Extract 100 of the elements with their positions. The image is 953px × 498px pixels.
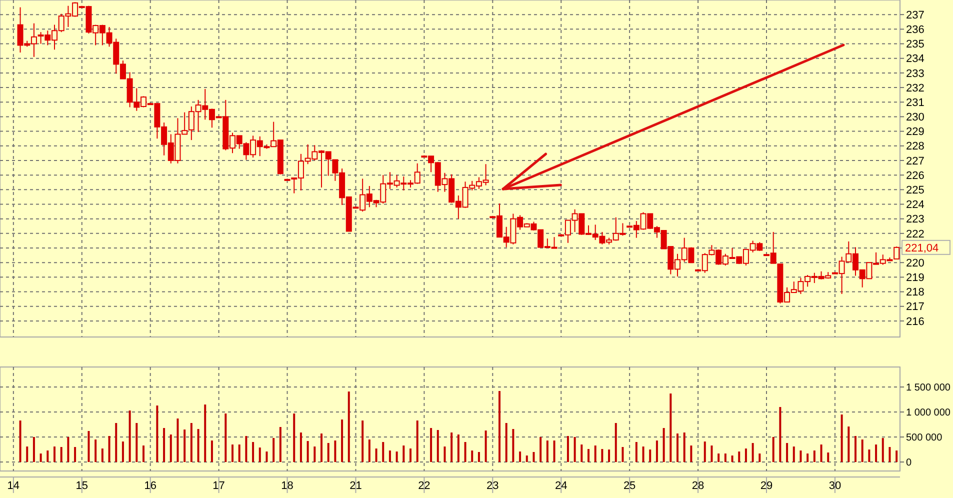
bar: [190, 423, 192, 462]
bar: [690, 446, 692, 462]
bar: [896, 450, 898, 462]
y-tick-label: 1 500 000: [906, 382, 951, 394]
bar: [224, 414, 227, 462]
bar: [115, 423, 118, 462]
bar: [622, 447, 624, 462]
bar: [540, 437, 542, 462]
x-tick-label: 14: [7, 480, 20, 492]
bar: [854, 436, 856, 462]
y-tick-label: 235: [906, 38, 924, 51]
bar: [19, 420, 22, 462]
bar: [601, 449, 604, 462]
bar: [676, 434, 678, 462]
bar: [142, 446, 144, 462]
bar: [136, 423, 138, 462]
bar: [300, 432, 302, 462]
bar: [430, 428, 432, 462]
y-tick-label: 229: [906, 126, 924, 138]
bar: [512, 429, 514, 462]
bar: [519, 452, 522, 462]
bar: [101, 448, 104, 462]
bar: [122, 442, 124, 462]
x-tick-label: 25: [623, 480, 636, 492]
bar: [464, 442, 466, 462]
bar: [348, 392, 350, 462]
y-tick-label: 227: [906, 155, 924, 168]
bar: [88, 431, 90, 462]
x-tick-label: 23: [486, 480, 499, 492]
x-tick-label: 24: [554, 480, 568, 492]
bar: [238, 444, 240, 462]
bar: [800, 450, 802, 462]
bar: [656, 440, 658, 462]
y-tick-label: 224: [906, 199, 924, 212]
bar: [683, 432, 686, 462]
x-tick-label: 16: [144, 480, 156, 492]
bar: [724, 454, 726, 462]
bar: [163, 428, 166, 462]
bar: [382, 442, 384, 462]
bar: [184, 430, 186, 462]
y-tick-label: 0: [906, 458, 912, 468]
bar: [580, 444, 583, 462]
y-tick-label: 232: [906, 82, 924, 94]
y-tick-label: 217: [906, 301, 924, 314]
bar: [744, 448, 747, 462]
bar: [752, 443, 754, 462]
bar: [588, 449, 590, 462]
bar: [635, 442, 638, 462]
x-tick-label: 22: [418, 480, 430, 492]
bar: [574, 437, 576, 462]
y-tick-label: 234: [906, 53, 924, 66]
bar: [710, 446, 713, 462]
bar: [320, 434, 322, 462]
bar: [786, 443, 788, 462]
bar: [806, 454, 809, 462]
y-tick-label: 216: [906, 316, 924, 328]
bar: [272, 438, 275, 462]
bar: [888, 447, 891, 462]
bar: [368, 440, 370, 462]
bar: [444, 446, 446, 462]
bar: [875, 444, 878, 462]
bar: [553, 440, 556, 462]
y-tick-label: 218: [906, 286, 924, 299]
text: 221,04: [905, 242, 939, 254]
bar: [176, 418, 179, 462]
y-tick-label: 226: [906, 170, 924, 182]
bar: [813, 450, 816, 462]
bar: [156, 406, 158, 462]
bar: [293, 414, 296, 462]
bar: [882, 438, 884, 462]
bar: [505, 423, 508, 462]
x-tick-label: 29: [760, 480, 773, 492]
bar: [245, 436, 248, 462]
bar: [594, 446, 596, 462]
bar: [608, 450, 610, 462]
bar: [94, 440, 97, 462]
bar: [792, 446, 795, 462]
bar: [498, 391, 500, 462]
bar: [738, 452, 740, 462]
bar: [314, 446, 316, 462]
y-tick-label: 230: [906, 112, 924, 124]
bar: [204, 404, 206, 462]
bar: [779, 407, 782, 462]
y-tick-label: 236: [906, 24, 924, 36]
bar: [848, 426, 850, 462]
bar: [46, 450, 49, 462]
bar: [197, 429, 200, 462]
bar: [662, 428, 665, 462]
bar: [484, 430, 487, 462]
y-tick-label: 1 000 000: [906, 408, 951, 418]
bar: [718, 454, 720, 462]
y-tick-label: 237: [906, 9, 924, 22]
bar: [40, 454, 42, 462]
bar: [388, 450, 391, 462]
bar: [341, 420, 344, 462]
y-tick-label: 500 000: [906, 432, 943, 444]
bar: [128, 410, 131, 462]
bar: [478, 452, 480, 462]
bar: [252, 442, 254, 462]
bar: [758, 454, 761, 462]
